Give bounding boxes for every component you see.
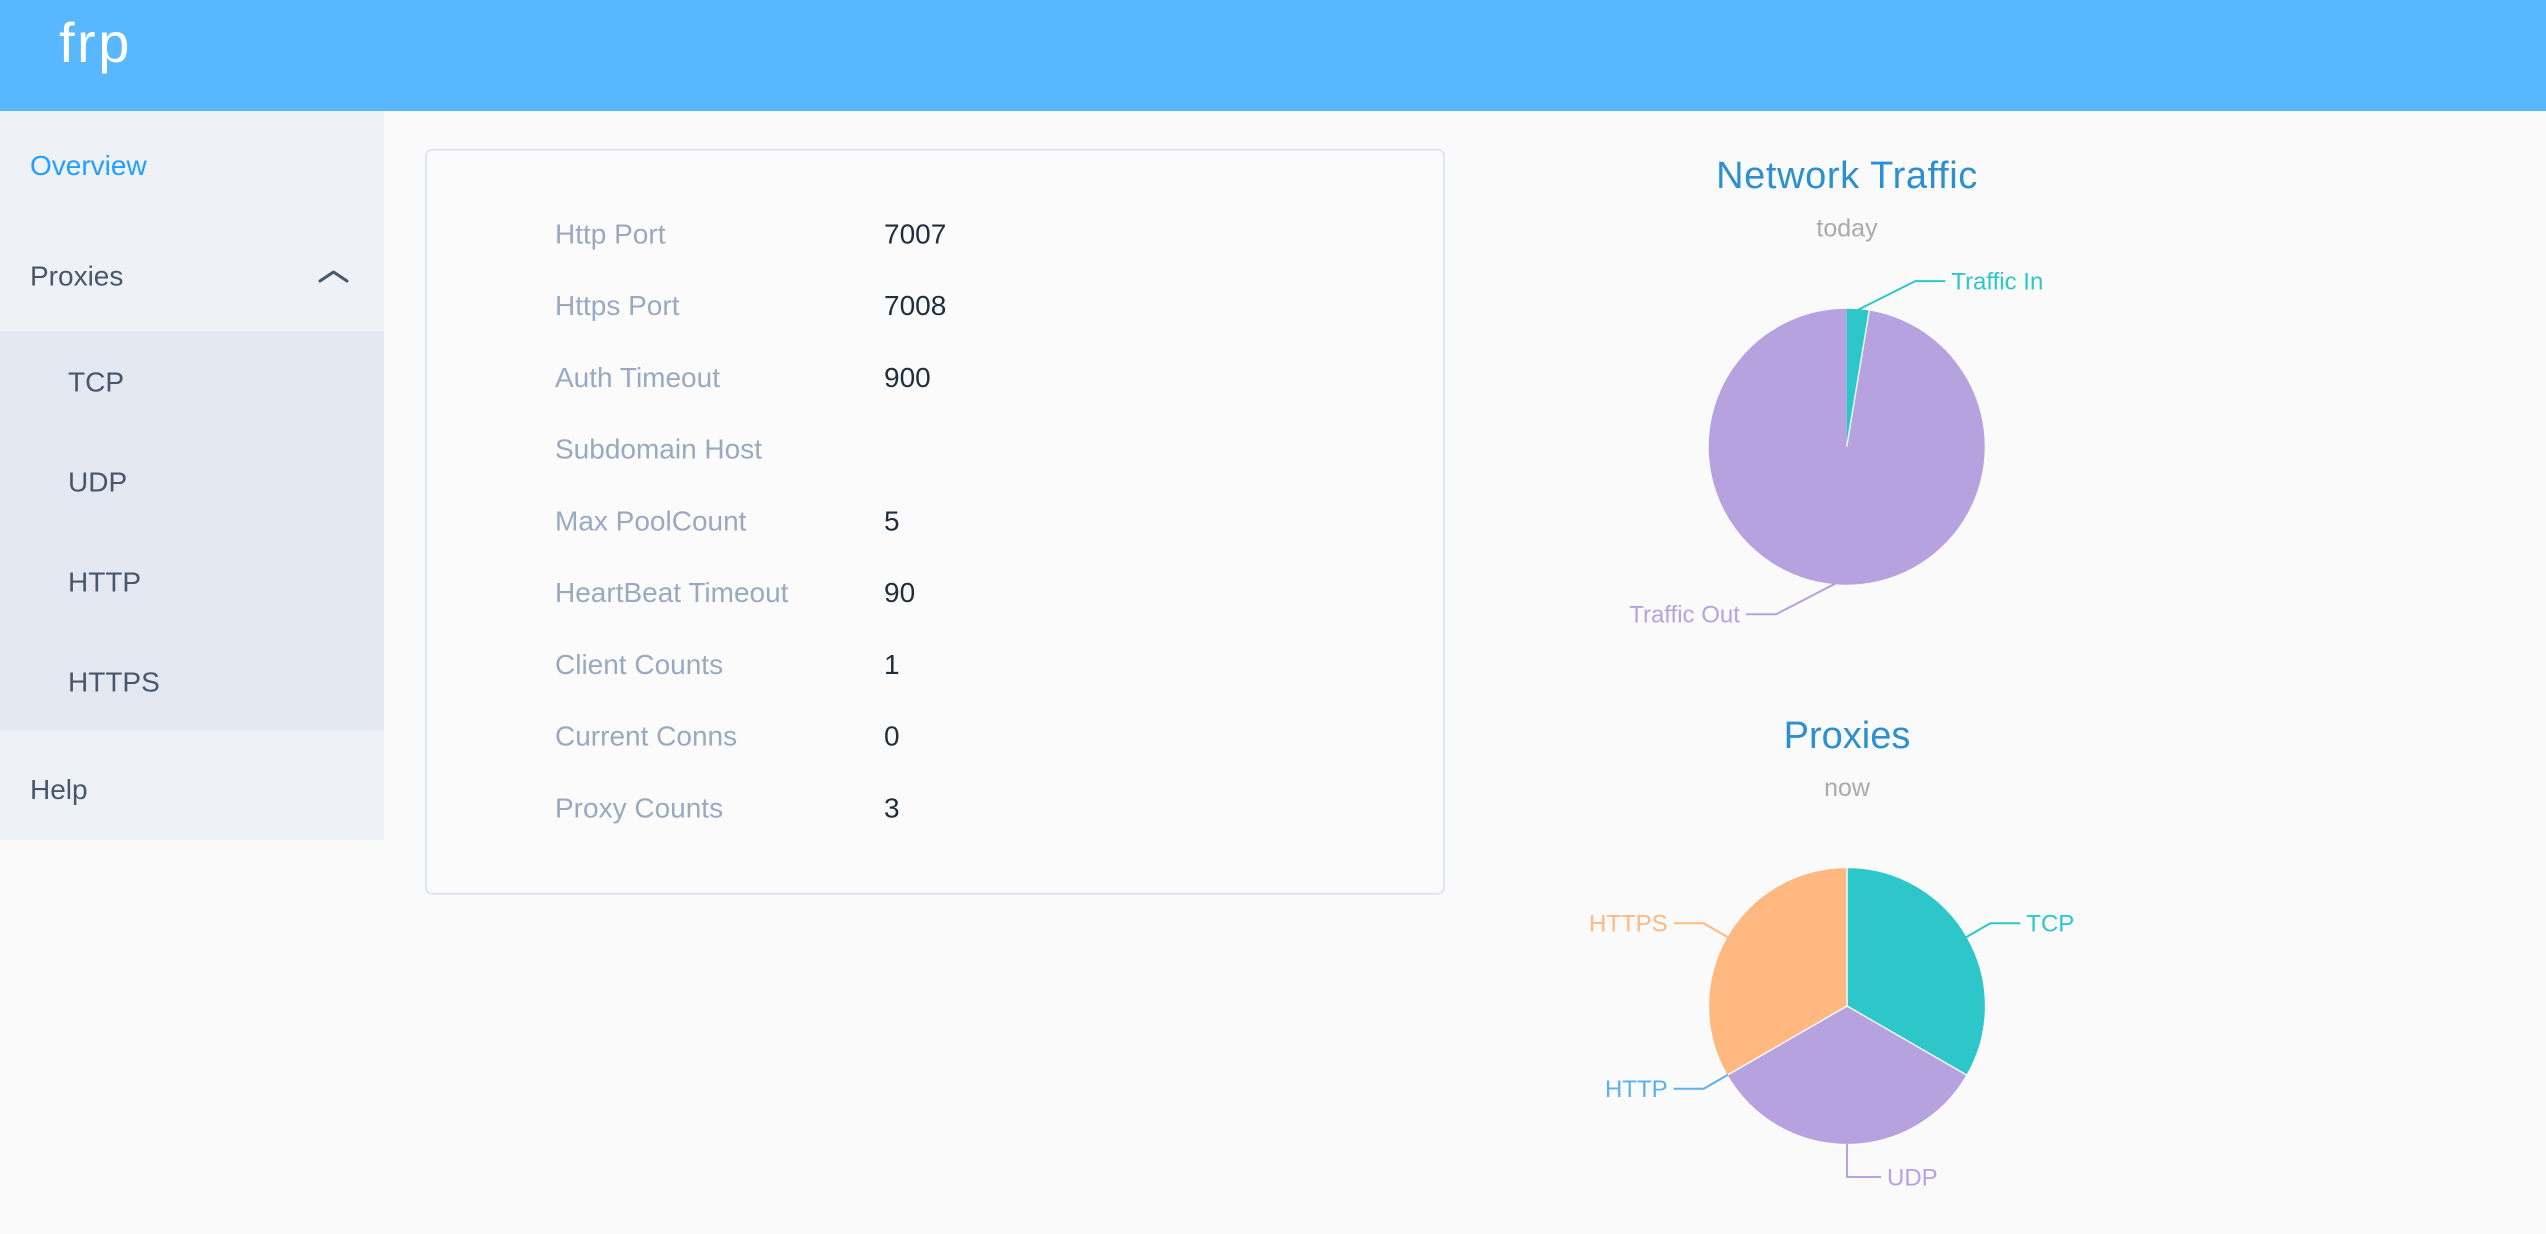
- svg-text:1: 1: [884, 649, 900, 680]
- svg-text:TCP: TCP: [68, 367, 124, 398]
- svg-text:Traffic Out: Traffic Out: [1629, 602, 1740, 629]
- svg-text:5: 5: [884, 505, 900, 536]
- svg-text:TCP: TCP: [2026, 911, 2074, 938]
- svg-text:HTTP: HTTP: [1605, 1076, 1668, 1103]
- svg-text:0: 0: [884, 721, 900, 752]
- svg-text:3: 3: [884, 792, 900, 823]
- svg-text:frp: frp: [59, 11, 132, 74]
- svg-text:90: 90: [884, 577, 915, 608]
- svg-text:7008: 7008: [884, 290, 946, 321]
- svg-text:Http Port: Http Port: [555, 219, 666, 250]
- svg-text:Network Traffic: Network Traffic: [1716, 155, 1978, 197]
- svg-text:Traffic In: Traffic In: [1951, 268, 2043, 295]
- svg-text:UDP: UDP: [68, 467, 127, 498]
- svg-text:7007: 7007: [884, 219, 946, 250]
- svg-text:now: now: [1824, 774, 1871, 802]
- svg-text:Auth Timeout: Auth Timeout: [555, 362, 720, 393]
- svg-text:900: 900: [884, 362, 931, 393]
- svg-text:Client Counts: Client Counts: [555, 649, 723, 680]
- svg-text:Current Conns: Current Conns: [555, 721, 737, 752]
- svg-text:UDP: UDP: [1887, 1164, 1938, 1191]
- svg-text:Overview: Overview: [30, 150, 147, 181]
- svg-text:HeartBeat Timeout: HeartBeat Timeout: [555, 577, 789, 608]
- svg-text:Help: Help: [30, 774, 88, 805]
- svg-text:Proxies: Proxies: [1784, 715, 1911, 757]
- svg-text:HTTPS: HTTPS: [68, 667, 160, 698]
- svg-text:Max PoolCount: Max PoolCount: [555, 505, 747, 536]
- svg-text:Https Port: Https Port: [555, 290, 680, 321]
- svg-text:Subdomain Host: Subdomain Host: [555, 434, 762, 465]
- svg-text:today: today: [1816, 215, 1878, 243]
- svg-text:HTTPS: HTTPS: [1589, 911, 1668, 938]
- svg-text:Proxy Counts: Proxy Counts: [555, 792, 723, 823]
- svg-text:Proxies: Proxies: [30, 261, 123, 292]
- svg-text:HTTP: HTTP: [68, 567, 141, 598]
